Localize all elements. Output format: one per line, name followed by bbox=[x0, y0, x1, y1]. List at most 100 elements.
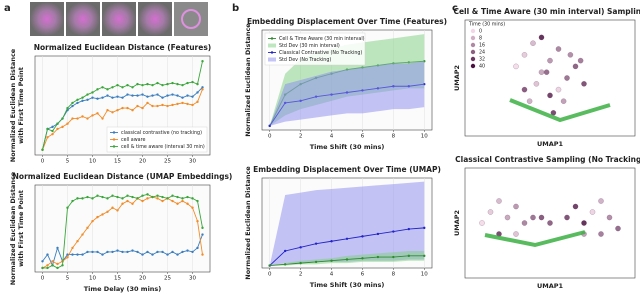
point bbox=[166, 104, 169, 108]
point bbox=[51, 260, 54, 263]
legend-marker bbox=[112, 145, 116, 148]
y-axis-label: Normalized Euclidean Distance bbox=[244, 23, 252, 137]
point bbox=[131, 202, 134, 205]
legend-label: cell aware bbox=[121, 137, 145, 143]
point bbox=[376, 255, 380, 259]
point bbox=[176, 102, 179, 106]
point bbox=[283, 249, 287, 253]
point bbox=[376, 232, 380, 236]
legend-swatch bbox=[268, 57, 276, 62]
point bbox=[151, 253, 154, 256]
umap-point bbox=[538, 69, 545, 75]
image-strip bbox=[30, 2, 208, 36]
chart-title: Cell & Time Aware (30 min interval) Samp… bbox=[453, 7, 640, 16]
umap-point bbox=[521, 86, 528, 93]
legend-swatch bbox=[268, 43, 276, 48]
y-axis-label: Normalized Euclidean Distance bbox=[244, 166, 252, 280]
point bbox=[166, 253, 169, 256]
legend-marker bbox=[112, 138, 116, 141]
point bbox=[71, 199, 74, 203]
point bbox=[191, 250, 194, 254]
x-tick-label: 4 bbox=[330, 272, 334, 278]
chart-title: Embedding Displacement Over Time (UMAP) bbox=[253, 165, 441, 174]
point bbox=[81, 99, 84, 103]
point bbox=[116, 83, 119, 87]
point bbox=[76, 101, 79, 105]
point bbox=[101, 86, 104, 89]
std-band bbox=[269, 250, 425, 266]
point bbox=[111, 194, 114, 197]
point bbox=[126, 83, 129, 87]
umap-point bbox=[538, 214, 545, 221]
point bbox=[136, 197, 139, 200]
x-tick-label: 2 bbox=[299, 134, 303, 140]
point bbox=[131, 108, 134, 112]
x-tick-label: 20 bbox=[139, 159, 146, 165]
point bbox=[116, 209, 119, 212]
std-band bbox=[269, 181, 425, 266]
point bbox=[106, 250, 109, 254]
x-axis-label: Time Delay (30 mins) bbox=[84, 285, 162, 293]
point bbox=[407, 227, 411, 231]
point bbox=[51, 264, 54, 267]
umap-point bbox=[615, 225, 621, 232]
point bbox=[66, 122, 69, 125]
umap-point bbox=[543, 69, 550, 75]
point bbox=[191, 103, 194, 107]
point bbox=[91, 91, 94, 94]
x-axis-label: Time Shift (30 mins) bbox=[310, 143, 385, 151]
x-tick-label: 30 bbox=[189, 159, 196, 165]
point bbox=[181, 197, 184, 200]
umap-point bbox=[547, 220, 553, 226]
umap-point bbox=[555, 86, 562, 93]
point bbox=[196, 82, 199, 86]
point bbox=[141, 194, 144, 197]
umap-point bbox=[496, 198, 502, 204]
point bbox=[151, 104, 154, 108]
point bbox=[161, 195, 164, 199]
x-tick-label: 5 bbox=[66, 276, 70, 282]
point bbox=[176, 195, 179, 199]
std-band bbox=[269, 61, 425, 126]
x-tick-label: 8 bbox=[392, 134, 396, 140]
point bbox=[41, 260, 44, 263]
umap-point bbox=[533, 81, 540, 87]
x-tick-label: 0 bbox=[268, 272, 272, 278]
umap-point bbox=[564, 214, 570, 221]
x-tick-label: 25 bbox=[164, 159, 171, 165]
point bbox=[116, 195, 119, 199]
point bbox=[106, 197, 109, 200]
point bbox=[91, 219, 94, 223]
point bbox=[136, 104, 139, 108]
point bbox=[156, 93, 159, 96]
legend-box bbox=[264, 32, 366, 66]
point bbox=[361, 257, 364, 260]
point bbox=[191, 206, 194, 209]
umap-point bbox=[577, 57, 584, 64]
point bbox=[161, 96, 164, 99]
point bbox=[423, 254, 426, 258]
legend-label: classical contrastive (no tracking) bbox=[121, 130, 202, 136]
point bbox=[41, 266, 44, 270]
colorbar-label: 32 bbox=[479, 57, 485, 63]
x-axis-label: UMAP1 bbox=[537, 282, 564, 290]
point bbox=[176, 94, 179, 97]
point bbox=[101, 253, 104, 256]
point bbox=[76, 253, 79, 256]
colorbar-label: 8 bbox=[479, 36, 482, 42]
point bbox=[314, 242, 318, 245]
point bbox=[186, 202, 189, 205]
point bbox=[86, 195, 89, 199]
point bbox=[126, 106, 129, 110]
colorbar-swatch bbox=[470, 28, 476, 34]
umap-point bbox=[521, 52, 528, 58]
point bbox=[71, 104, 74, 108]
umap-point bbox=[547, 57, 553, 64]
point bbox=[181, 83, 184, 87]
point bbox=[56, 127, 59, 131]
point bbox=[71, 101, 74, 105]
y-axis-label: Normalized Euclidean Distance bbox=[9, 48, 17, 162]
legend-box bbox=[106, 126, 208, 153]
point bbox=[201, 253, 204, 256]
point bbox=[196, 246, 199, 250]
